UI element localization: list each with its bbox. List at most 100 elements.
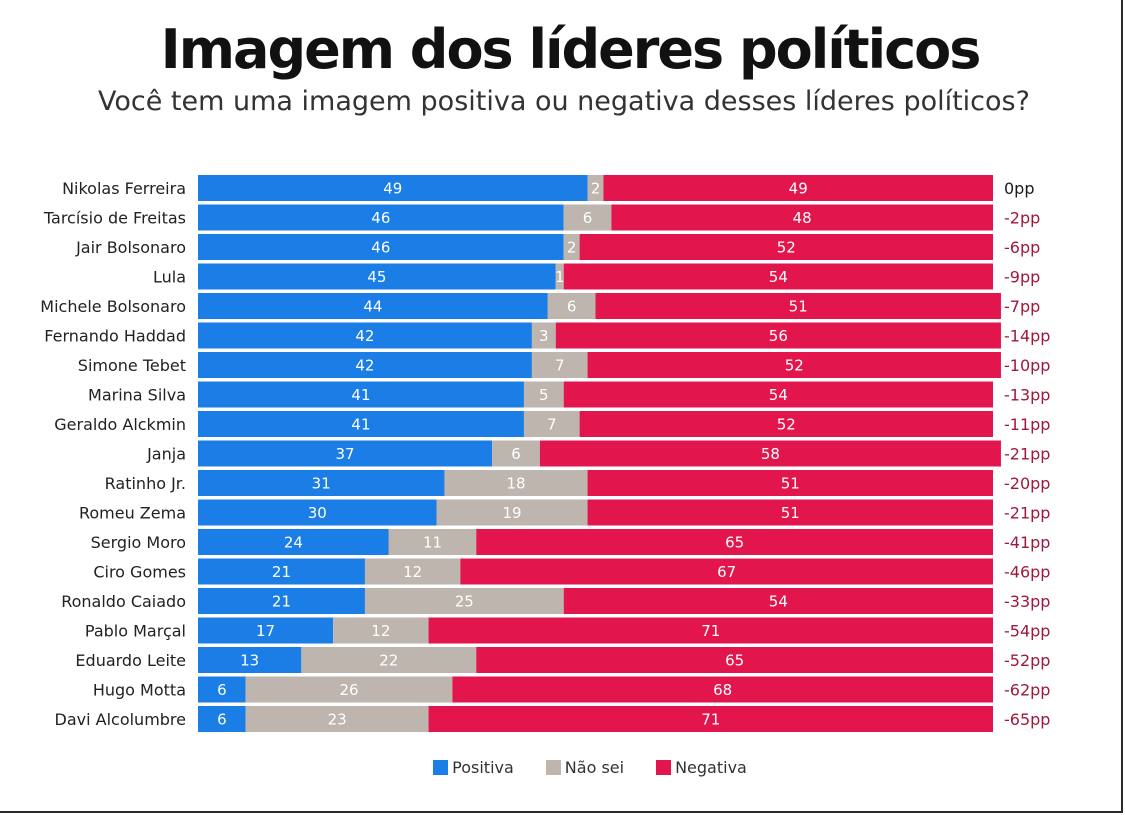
bar-positive xyxy=(198,175,588,201)
value-label-unsure: 25 xyxy=(455,593,474,611)
value-label-unsure: 2 xyxy=(591,180,601,198)
value-label-negative: 49 xyxy=(789,180,808,198)
category-label: Marina Silva xyxy=(88,386,186,405)
value-label-positive: 49 xyxy=(383,180,402,198)
net-label: -2pp xyxy=(1004,209,1040,228)
value-label-unsure: 6 xyxy=(511,445,521,463)
net-label: -13pp xyxy=(1004,386,1050,405)
net-label: -52pp xyxy=(1004,651,1050,670)
bar-unsure xyxy=(301,647,477,673)
bar-positive xyxy=(198,204,564,231)
value-label-negative: 71 xyxy=(701,622,720,640)
net-label: -11pp xyxy=(1004,415,1050,434)
net-label: -9pp xyxy=(1004,268,1040,287)
category-label: Sergio Moro xyxy=(91,533,186,552)
bar-negative xyxy=(611,204,993,231)
bar-unsure xyxy=(523,411,580,437)
value-label-positive: 46 xyxy=(371,209,390,227)
bar-unsure xyxy=(523,381,564,408)
net-label: -33pp xyxy=(1004,592,1050,611)
value-label-unsure: 3 xyxy=(539,327,549,345)
value-label-positive: 6 xyxy=(217,681,227,699)
bar-negative xyxy=(460,558,994,585)
value-label-negative: 52 xyxy=(777,416,796,434)
value-label-unsure: 22 xyxy=(379,652,398,670)
bar-positive xyxy=(198,706,246,732)
value-label-unsure: 1 xyxy=(555,268,565,286)
value-label-positive: 17 xyxy=(256,622,275,640)
category-label: Simone Tebet xyxy=(78,356,186,375)
bar-negative xyxy=(476,529,993,555)
chart-title: Imagem dos líderes políticos xyxy=(160,18,982,81)
bar-negative xyxy=(452,676,993,703)
bar-unsure xyxy=(531,322,556,349)
bar-unsure xyxy=(547,293,596,319)
bar-positive xyxy=(198,558,365,585)
bar-unsure xyxy=(245,706,429,732)
category-label: Hugo Motta xyxy=(93,681,186,700)
value-label-positive: 6 xyxy=(217,711,227,729)
legend-item-positive: Positiva xyxy=(433,758,514,777)
net-label: -46pp xyxy=(1004,563,1050,582)
net-label: 0pp xyxy=(1004,179,1035,198)
value-label-positive: 30 xyxy=(308,504,327,522)
bar-positive xyxy=(198,234,564,260)
bar-unsure xyxy=(587,175,604,201)
category-label: Janja xyxy=(146,445,186,464)
bar-unsure xyxy=(563,204,612,231)
category-label: Tarcísio de Freitas xyxy=(43,209,186,228)
net-label: -65pp xyxy=(1004,710,1050,729)
value-label-negative: 48 xyxy=(793,209,812,227)
value-label-negative: 52 xyxy=(777,239,796,257)
bar-unsure xyxy=(364,588,564,614)
value-label-negative: 54 xyxy=(769,386,788,404)
bar-unsure xyxy=(436,499,588,526)
value-label-positive: 44 xyxy=(363,298,382,316)
bar-unsure xyxy=(492,440,540,467)
bar-negative xyxy=(563,263,993,290)
value-label-negative: 68 xyxy=(713,681,732,699)
category-label: Davi Alcolumbre xyxy=(55,710,187,729)
value-label-negative: 56 xyxy=(769,327,788,345)
value-label-positive: 46 xyxy=(371,239,390,257)
value-label-negative: 65 xyxy=(725,652,744,670)
legend-item-unsure: Não sei xyxy=(545,758,625,777)
stacked-bar-chart: Nikolas Ferreira 49 2 49 0pp Tarcísio de Frei… xyxy=(40,175,1050,732)
category-label: Nikolas Ferreira xyxy=(62,179,186,198)
bar-unsure xyxy=(444,470,588,496)
bar-positive xyxy=(198,263,556,290)
value-label-unsure: 18 xyxy=(506,475,525,493)
bar-negative xyxy=(587,499,993,526)
chart-subtitle: Você tem uma imagem positiva ou negativa… xyxy=(98,86,1030,117)
net-label: -7pp xyxy=(1004,297,1040,316)
bar-negative xyxy=(428,617,993,644)
value-label-unsure: 26 xyxy=(340,681,359,699)
net-label: -62pp xyxy=(1004,681,1050,700)
bar-negative xyxy=(595,293,1001,319)
category-label: Jair Bolsonaro xyxy=(75,238,186,257)
bar-unsure xyxy=(388,529,477,555)
legend-label-positive: Positiva xyxy=(452,758,514,777)
bar-positive xyxy=(198,440,493,467)
net-label: -10pp xyxy=(1004,356,1050,375)
legend-label-unsure: Não sei xyxy=(564,758,625,777)
value-label-negative: 51 xyxy=(781,504,800,522)
legend-swatch-unsure xyxy=(545,760,561,775)
bar-positive xyxy=(198,293,548,319)
net-label: -54pp xyxy=(1004,622,1050,641)
value-label-positive: 42 xyxy=(355,357,374,375)
bar-unsure xyxy=(333,617,429,644)
value-label-positive: 21 xyxy=(272,563,291,581)
category-label: Ratinho Jr. xyxy=(105,474,186,493)
bar-positive xyxy=(198,352,532,378)
value-label-unsure: 6 xyxy=(583,209,593,227)
value-label-positive: 45 xyxy=(367,268,386,286)
bar-positive xyxy=(198,588,365,614)
bar-negative xyxy=(579,411,993,437)
bar-positive xyxy=(198,647,302,673)
legend-label-negative: Negativa xyxy=(675,758,747,777)
value-label-negative: 51 xyxy=(789,298,808,316)
value-label-negative: 51 xyxy=(781,475,800,493)
bar-positive xyxy=(198,322,532,349)
